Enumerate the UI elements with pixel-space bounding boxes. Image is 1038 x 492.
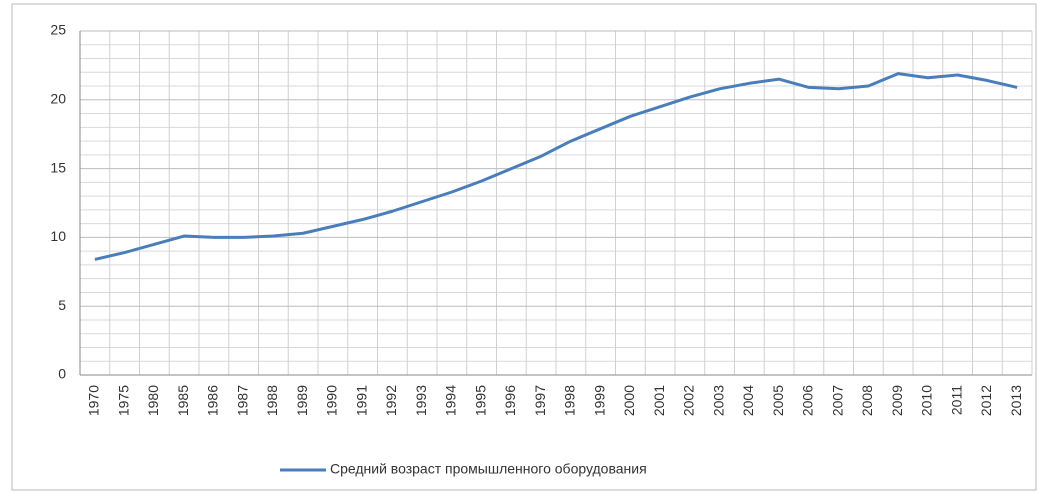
x-tick-label: 1989: [294, 385, 310, 416]
x-tick-label: 2008: [859, 385, 875, 416]
x-tick-label: 2000: [621, 385, 637, 416]
x-tick-label: 1999: [591, 385, 607, 416]
x-tick-label: 1975: [115, 385, 131, 416]
x-tick-label: 2011: [948, 385, 964, 415]
x-tick-label: 1994: [443, 385, 459, 416]
y-tick-label: 5: [58, 297, 66, 313]
x-tick-label: 2010: [919, 385, 935, 416]
x-tick-label: 1995: [472, 385, 488, 416]
y-tick-label: 20: [50, 91, 66, 107]
line-series: [94, 72, 1018, 261]
x-tick-label: 1991: [353, 385, 369, 416]
y-tick-label: 10: [50, 228, 66, 244]
x-tick-label: 2012: [978, 385, 994, 416]
x-tick-label: 1985: [175, 385, 191, 416]
x-tick-label: 2003: [710, 385, 726, 416]
x-tick-label: 1980: [145, 385, 161, 416]
x-tick-label: 2007: [829, 385, 845, 416]
y-tick-label: 0: [58, 366, 66, 382]
x-tick-label: 1987: [234, 385, 250, 416]
x-tick-label: 1986: [205, 385, 221, 416]
chart-frame: [11, 3, 1037, 491]
x-tick-label: 2004: [740, 385, 756, 416]
x-tick-label: 1993: [413, 385, 429, 416]
x-tick-label: 1998: [562, 385, 578, 416]
x-tick-label: 1992: [383, 385, 399, 416]
legend-label: Средний возраст промышленного оборудован…: [330, 461, 647, 477]
x-tick-label: 2005: [770, 385, 786, 416]
x-tick-label: 2013: [1008, 385, 1024, 416]
x-tick-label: 1990: [324, 385, 340, 416]
x-tick-label: 1988: [264, 385, 280, 416]
x-tick-label: 2009: [889, 385, 905, 416]
y-tick-label: 25: [50, 22, 66, 38]
x-tick-label: 1996: [502, 385, 518, 416]
y-tick-label: 15: [50, 159, 66, 175]
x-tick-label: 1970: [86, 385, 102, 416]
x-tick-label: 1997: [532, 385, 548, 416]
x-tick-label: 2001: [651, 385, 667, 416]
x-tick-label: 2006: [800, 385, 816, 416]
x-tick-label: 2002: [681, 385, 697, 416]
